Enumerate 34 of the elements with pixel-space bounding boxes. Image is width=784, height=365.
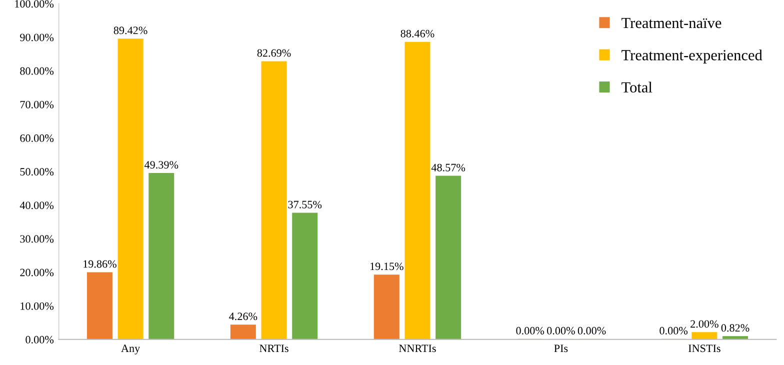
- data-label: 88.46%: [400, 30, 434, 38]
- legend-label: Total: [622, 82, 652, 93]
- x-tick-label: Any: [121, 344, 140, 354]
- data-label: 48.57%: [431, 164, 466, 172]
- y-tick-label: 10.00%: [20, 302, 54, 310]
- data-label: 19.15%: [370, 262, 404, 270]
- x-tick-label: NRTIs: [260, 344, 288, 352]
- y-tick-label: 0.00%: [26, 336, 54, 344]
- data-label: 49.39%: [144, 161, 178, 169]
- data-label: 82.69%: [257, 49, 291, 57]
- data-label: 0.00%: [578, 326, 606, 334]
- data-label: 37.55%: [288, 200, 322, 208]
- x-tick-label: INSTIs: [688, 344, 720, 352]
- data-label: 0.82%: [721, 324, 750, 332]
- y-tick-label: 50.00%: [20, 168, 54, 176]
- legend-label: Treatment-experienced: [622, 50, 762, 64]
- data-label: 4.26%: [229, 312, 258, 320]
- x-tick-label: NNRTIs: [398, 344, 436, 352]
- y-tick-label: 40.00%: [20, 202, 54, 210]
- y-tick-label: 100.00%: [15, 0, 54, 8]
- data-label: 0.00%: [660, 326, 688, 334]
- y-tick-label: 80.00%: [20, 67, 54, 75]
- data-label: 19.86%: [84, 260, 116, 268]
- data-label: 2.00%: [690, 320, 718, 328]
- data-label: 89.42%: [114, 26, 148, 34]
- x-tick-label: PIs: [554, 344, 568, 352]
- y-tick-label: 30.00%: [20, 235, 54, 243]
- y-tick-label: 20.00%: [20, 268, 54, 276]
- y-tick-label: 70.00%: [20, 100, 54, 108]
- y-tick-label: 60.00%: [20, 134, 54, 142]
- legend-label: Treatment-naïve: [622, 18, 722, 28]
- data-label: 0.00%: [516, 326, 544, 334]
- y-tick-label: 90.00%: [20, 34, 54, 42]
- data-label: 0.00%: [547, 326, 575, 334]
